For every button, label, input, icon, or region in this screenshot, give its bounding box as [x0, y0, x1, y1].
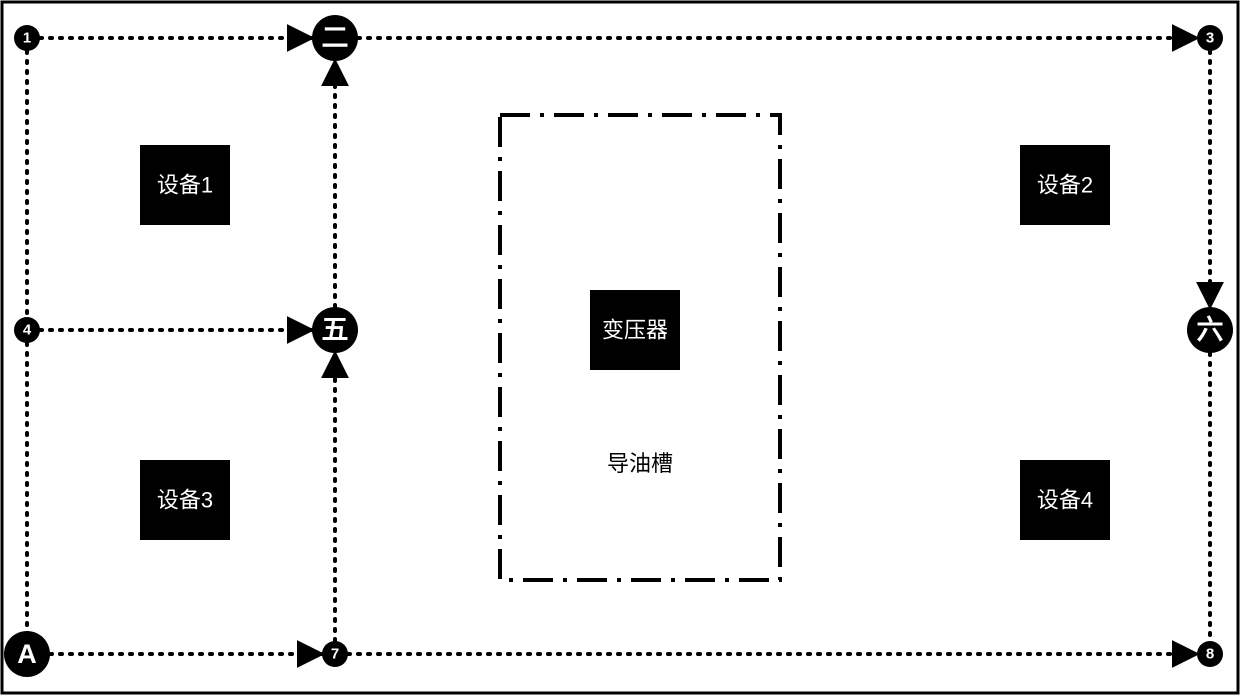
node-label-n3: 3 — [1206, 30, 1214, 47]
oil-trough-label: 导油槽 — [607, 451, 673, 476]
box-label-dev3: 设备3 — [157, 488, 213, 513]
node-label-nLiu: 六 — [1197, 315, 1224, 345]
node-label-nEr: 二 — [322, 23, 349, 53]
node-label-nA: A — [17, 639, 37, 669]
box-dev1: 设备1 — [140, 145, 230, 225]
node-n4: 4 — [14, 317, 40, 343]
box-label-transformer: 变压器 — [602, 318, 668, 343]
node-label-n4: 4 — [23, 322, 32, 339]
node-n3: 3 — [1197, 25, 1223, 51]
node-n8: 8 — [1197, 641, 1223, 667]
box-transformer: 变压器 — [590, 290, 680, 370]
node-nWu: 五 — [312, 307, 358, 353]
box-dev3: 设备3 — [140, 460, 230, 540]
node-nLiu: 六 — [1187, 307, 1233, 353]
box-label-dev4: 设备4 — [1037, 488, 1093, 513]
node-label-n7: 7 — [331, 646, 339, 663]
node-n1: 1 — [14, 25, 40, 51]
node-label-nWu: 五 — [322, 315, 349, 345]
box-label-dev1: 设备1 — [157, 173, 213, 198]
box-label-dev2: 设备2 — [1037, 173, 1093, 198]
node-label-n1: 1 — [23, 30, 31, 47]
node-nA: A — [4, 631, 50, 677]
box-dev4: 设备4 — [1020, 460, 1110, 540]
node-n7: 7 — [322, 641, 348, 667]
node-label-n8: 8 — [1206, 646, 1214, 663]
box-dev2: 设备2 — [1020, 145, 1110, 225]
node-nEr: 二 — [312, 15, 358, 61]
